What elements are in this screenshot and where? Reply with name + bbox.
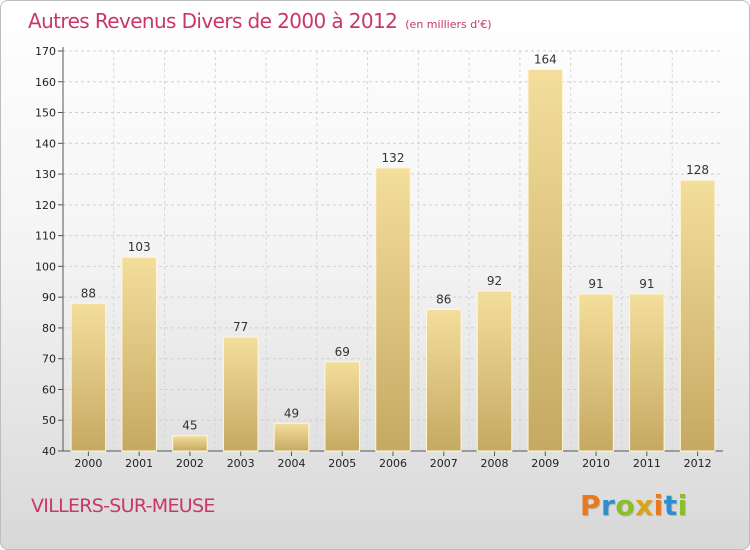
x-tick-label: 2007	[430, 457, 458, 470]
bar	[324, 361, 360, 452]
data-label: 45	[182, 419, 197, 433]
x-tick-label: 2012	[684, 457, 712, 470]
data-label: 77	[233, 320, 248, 334]
y-tick-label: 170	[35, 45, 56, 58]
bars	[70, 68, 716, 452]
data-label: 86	[436, 292, 451, 306]
x-tick-label: 2003	[227, 457, 255, 470]
x-tick-label: 2006	[379, 457, 407, 470]
logo-letter: o	[615, 489, 636, 522]
proxiti-logo: Proxiti	[580, 489, 688, 522]
y-tick-label: 60	[42, 383, 56, 396]
chart-subtitle: (en milliers d'€)	[405, 18, 492, 31]
bar	[578, 293, 614, 452]
data-labels: 88 103 45 77 49 69 132 86 92 164 91 91 128	[81, 52, 709, 432]
y-tick-label: 110	[35, 230, 56, 243]
chart-title-text: Autres Revenus Divers de 2000 à 2012	[28, 9, 398, 33]
location-name: VILLERS-SUR-MEUSE	[31, 495, 215, 517]
data-label: 132	[382, 151, 405, 165]
y-tick-label: 150	[35, 107, 56, 120]
data-label: 49	[284, 406, 299, 420]
data-label: 88	[81, 286, 96, 300]
data-label: 164	[534, 52, 557, 66]
data-label: 92	[487, 274, 502, 288]
logo-letter: t	[663, 489, 678, 522]
bar	[527, 68, 564, 452]
y-tick-label: 40	[42, 445, 56, 458]
bar	[273, 422, 310, 452]
bar	[222, 336, 259, 452]
data-label: 103	[128, 240, 151, 254]
x-tick-label: 2008	[481, 457, 509, 470]
x-tick-label: 2001	[125, 457, 153, 470]
y-tick-label: 70	[42, 353, 56, 366]
x-tick-label: 2002	[176, 457, 204, 470]
y-tick-label: 120	[35, 199, 56, 212]
logo-letter: P	[580, 489, 602, 522]
x-tick-label: 2005	[328, 457, 356, 470]
y-tick-label: 100	[35, 260, 56, 273]
bar	[172, 435, 208, 452]
chart-title: Autres Revenus Divers de 2000 à 2012 (en …	[28, 9, 492, 33]
y-tick-label: 50	[42, 414, 56, 427]
x-tick-label: 2010	[582, 457, 610, 470]
y-tick-label: 80	[42, 322, 56, 335]
data-label: 91	[588, 277, 603, 291]
logo-letter: x	[635, 489, 654, 522]
y-tick-label: 140	[35, 137, 56, 150]
data-label: 69	[335, 345, 350, 359]
bar	[121, 256, 157, 452]
data-label: 128	[686, 163, 709, 177]
y-tick-label: 90	[42, 291, 56, 304]
y-tick-label: 160	[35, 76, 56, 89]
bar	[375, 167, 411, 452]
logo-letter: i	[677, 489, 688, 522]
x-tick-label: 2011	[633, 457, 661, 470]
bar	[426, 308, 462, 452]
logo-letter: i	[653, 489, 664, 522]
logo-letter: r	[601, 489, 616, 522]
bar	[476, 290, 513, 452]
x-tick-label: 2000	[74, 457, 102, 470]
bar	[679, 179, 716, 452]
x-tick-label: 2004	[277, 457, 305, 470]
bar	[70, 302, 107, 452]
data-label: 91	[639, 277, 654, 291]
bar	[629, 293, 665, 452]
x-tick-label: 2009	[531, 457, 559, 470]
y-tick-label: 130	[35, 168, 56, 181]
